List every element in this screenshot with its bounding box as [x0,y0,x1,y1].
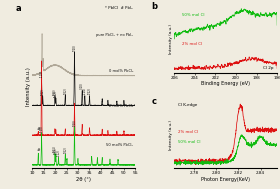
Text: (110): (110) [39,125,43,132]
Text: (220): (220) [73,44,76,51]
Text: 50% mol Cl: 50% mol Cl [178,140,201,144]
Text: 2% mol Cl: 2% mol Cl [178,130,199,134]
Y-axis label: Intensity (a.u.): Intensity (a.u.) [26,67,31,106]
Text: * PbICl  # PbI₂: * PbICl # PbI₂ [106,6,133,10]
Text: (022): (022) [63,147,67,153]
Text: (114): (114) [83,88,87,94]
Text: (020): (020) [54,147,58,154]
Text: 0 mol% PbCl₂: 0 mol% PbCl₂ [109,69,133,73]
Text: 50 mol% PbCl₂: 50 mol% PbCl₂ [106,143,133,147]
Text: (211): (211) [53,145,57,152]
Text: 2% mol Cl: 2% mol Cl [183,42,203,46]
Text: Cl 2p: Cl 2p [263,66,273,70]
X-axis label: Binding Energy (eV): Binding Energy (eV) [201,81,250,86]
Y-axis label: Intensity (a.u.): Intensity (a.u.) [169,24,173,54]
Text: Cl K-edge: Cl K-edge [178,103,198,107]
Y-axis label: Intensity (a.u.): Intensity (a.u.) [169,120,173,150]
Text: (310): (310) [80,82,84,89]
Text: (220): (220) [73,119,76,126]
Text: (110): (110) [39,70,43,77]
Text: pure PbCl₂ + no PbI₂: pure PbCl₂ + no PbI₂ [96,33,133,37]
Text: (112): (112) [54,90,58,97]
Text: (022): (022) [63,87,67,94]
X-axis label: 2θ (°): 2θ (°) [76,177,91,182]
Text: 50% mol Cl: 50% mol Cl [183,13,205,17]
Text: 2 mol% PbCl₂: 2 mol% PbCl₂ [109,105,133,108]
Text: (020): (020) [53,88,57,95]
Text: b: b [151,2,158,11]
X-axis label: Photon Energy(KeV): Photon Energy(KeV) [201,177,250,182]
Text: (112): (112) [57,149,60,156]
Text: (002): (002) [41,88,45,95]
Text: #: # [36,126,40,131]
Text: (222): (222) [88,88,92,94]
Text: #: # [36,148,40,152]
Text: c: c [151,97,157,106]
Text: a: a [16,4,21,13]
